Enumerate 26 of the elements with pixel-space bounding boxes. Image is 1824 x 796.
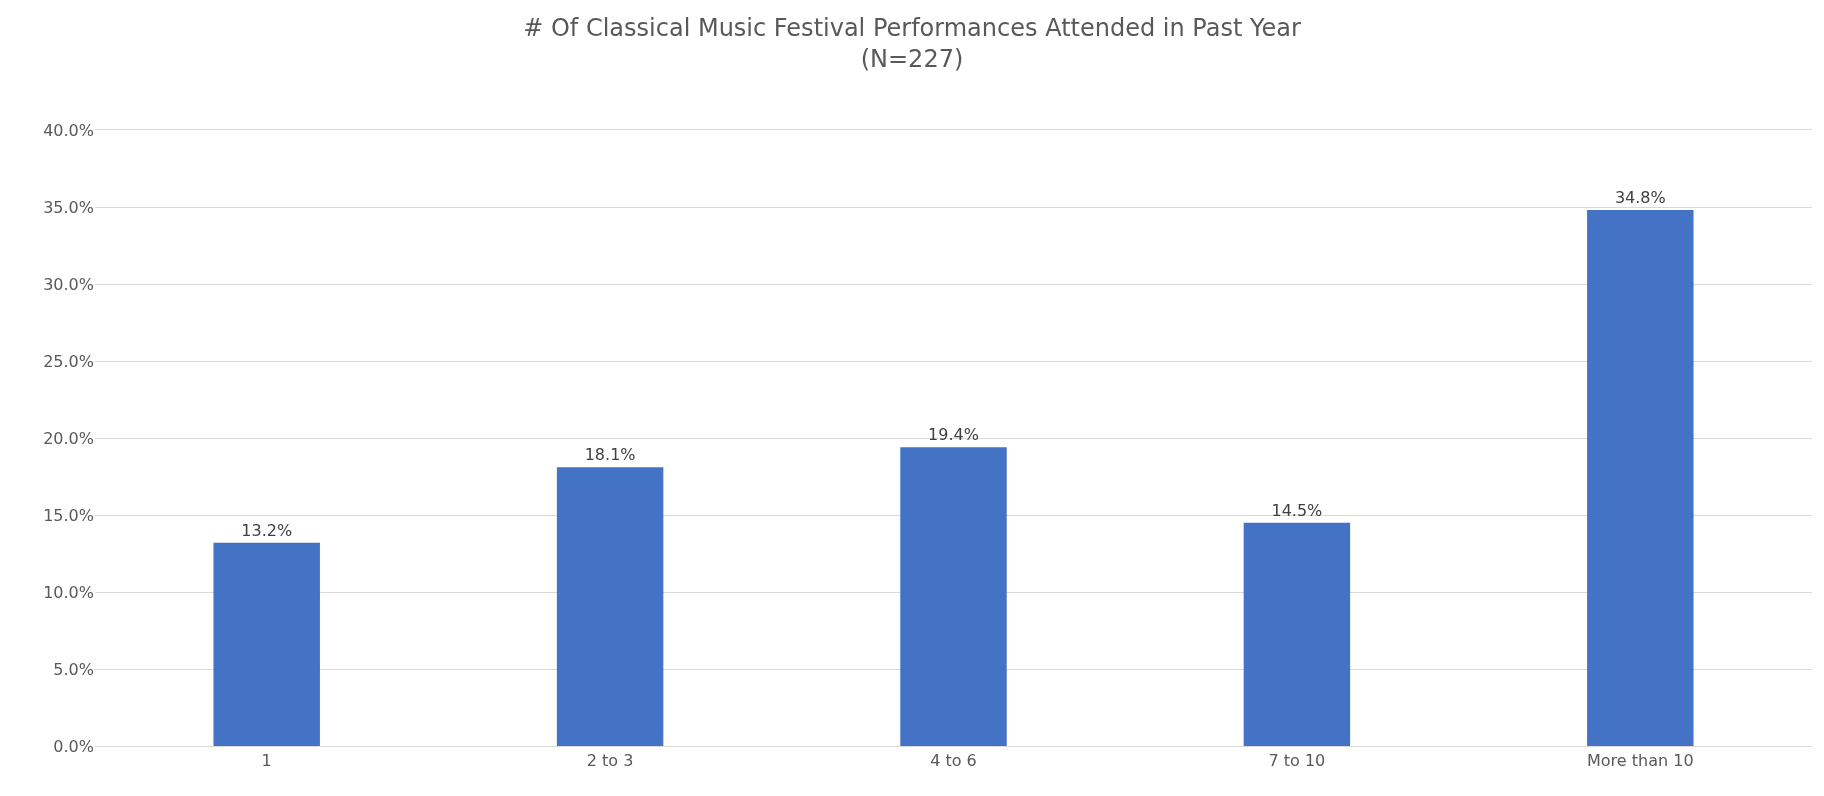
bar: [1243, 522, 1351, 746]
x-tick-label: More than 10: [1587, 751, 1694, 771]
y-tick-label: 5.0%: [53, 659, 94, 679]
x-tick-label: 4 to 6: [930, 751, 977, 771]
data-label: 14.5%: [1271, 500, 1323, 520]
y-tick-label: 40.0%: [43, 120, 94, 140]
y-tick-label: 30.0%: [43, 274, 94, 294]
bar: [1587, 210, 1694, 746]
chart-subtitle: (N=227): [860, 45, 964, 74]
y-tick-label: 0.0%: [53, 736, 94, 756]
x-tick-label: 7 to 10: [1268, 751, 1326, 771]
data-label: 13.2%: [241, 520, 293, 540]
x-tick-label: 2 to 3: [586, 751, 634, 771]
y-tick-label: 25.0%: [43, 351, 94, 371]
data-label: 19.4%: [928, 425, 979, 445]
y-tick-label: 35.0%: [43, 197, 94, 217]
data-label: 34.8%: [1614, 188, 1666, 208]
x-tick-label: 1: [261, 751, 272, 771]
bar: [900, 447, 1007, 746]
bar: [556, 467, 664, 746]
y-tick-label: 15.0%: [43, 505, 94, 525]
bar: [213, 542, 320, 746]
y-tick-label: 20.0%: [43, 428, 94, 448]
data-label: 18.1%: [584, 445, 636, 465]
chart-title: # Of Classical Music Festival Performances Attended in Past Year: [523, 13, 1301, 42]
y-tick-label: 10.0%: [43, 582, 94, 602]
